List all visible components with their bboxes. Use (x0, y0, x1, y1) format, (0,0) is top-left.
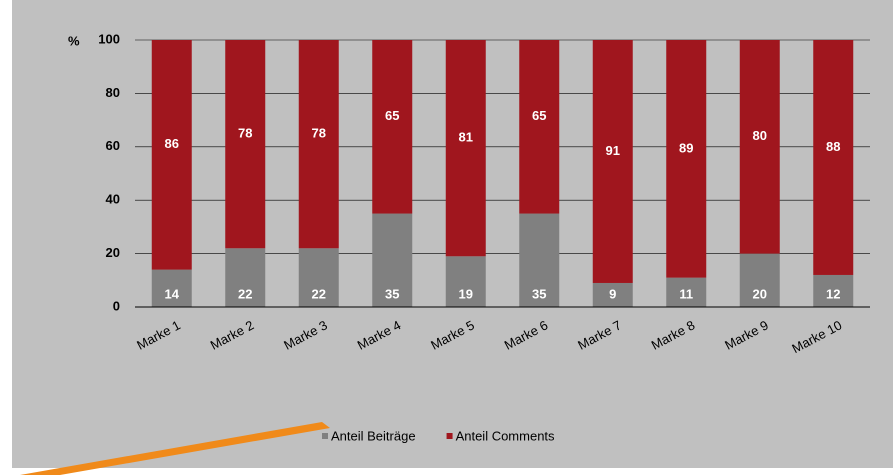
y-tick-label: 80 (106, 85, 120, 100)
bar-segment (151, 269, 192, 307)
data-label: 35 (385, 286, 399, 301)
data-label: 14 (165, 286, 180, 301)
y-tick-label: 0 (113, 298, 120, 313)
y-tick-label: 40 (106, 192, 120, 207)
bar-segment (445, 40, 486, 257)
annotation-arrow (20, 422, 330, 475)
y-tick-label: 100 (98, 31, 120, 46)
data-label: 11 (679, 286, 693, 301)
bar-segment (225, 248, 266, 307)
data-label: 78 (312, 126, 326, 141)
bar-segment (666, 277, 707, 307)
bar-segment (372, 213, 413, 307)
data-label: 78 (238, 126, 252, 141)
bar-segment (445, 256, 486, 307)
bar-segment (813, 274, 854, 307)
y-axis-label: % (68, 33, 80, 48)
data-label: 91 (606, 143, 620, 158)
data-label: 65 (385, 108, 399, 123)
data-label: 80 (753, 128, 767, 143)
legend-label: Anteil Comments (456, 428, 555, 443)
data-label: 20 (753, 286, 767, 301)
bar-segment (298, 248, 339, 307)
bar-segment (519, 40, 560, 214)
data-label: 89 (679, 140, 693, 155)
data-label: 22 (238, 286, 252, 301)
data-label: 86 (165, 136, 179, 151)
bar-segment (519, 213, 560, 307)
data-label: 65 (532, 108, 546, 123)
legend-marker (446, 433, 453, 439)
bar-segment (813, 40, 854, 275)
bar-segment (372, 40, 413, 214)
data-label: 12 (826, 286, 840, 301)
y-tick-label: 20 (106, 245, 120, 260)
y-tick-label: 60 (106, 138, 120, 153)
data-label: 22 (312, 286, 326, 301)
bar-segment (225, 40, 266, 249)
bar-segment (666, 40, 707, 278)
legend-marker (322, 433, 328, 439)
bar-segment (592, 282, 633, 307)
data-label: 35 (532, 286, 546, 301)
bar-segment (739, 40, 780, 254)
data-label: 88 (826, 139, 840, 154)
bar-segment (151, 40, 192, 270)
data-label: 19 (459, 286, 473, 301)
bar-segment (592, 40, 633, 283)
bar-segment (739, 253, 780, 307)
legend-label: Anteil Beiträge (331, 428, 416, 443)
data-label: 81 (459, 130, 473, 145)
data-label: 9 (609, 286, 616, 301)
bar-segment (298, 40, 339, 249)
